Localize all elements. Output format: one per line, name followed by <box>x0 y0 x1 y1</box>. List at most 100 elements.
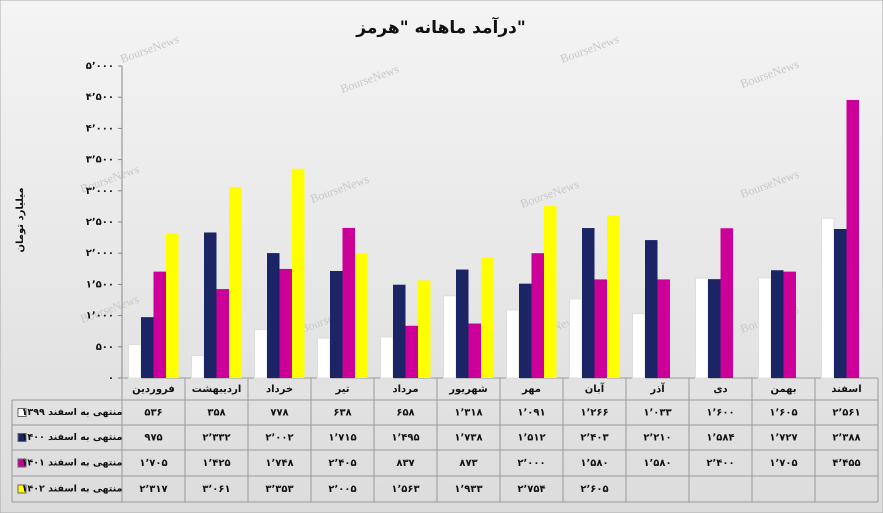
y-tick-label: ۵۰۰ <box>96 342 114 353</box>
bar <box>695 277 709 379</box>
table-value: ۸۳۷ <box>396 458 414 469</box>
table-value: ۳۵۸ <box>207 408 225 419</box>
bar <box>267 253 280 378</box>
bar <box>708 279 721 378</box>
x-tick-label: بهمن <box>770 384 796 395</box>
y-tick-label: ۴٬۵۰۰ <box>86 92 114 103</box>
bar <box>657 279 670 378</box>
bar <box>632 313 646 379</box>
x-tick-label: خرداد <box>266 384 293 395</box>
y-tick-label: ۳٬۰۰۰ <box>86 186 114 197</box>
bar <box>279 268 292 378</box>
bar <box>758 277 772 379</box>
bar <box>204 232 217 378</box>
y-tick-label: ۲٬۰۰۰ <box>86 248 114 259</box>
table-value: ۳٬۳۵۳ <box>265 484 293 495</box>
table-value: ۲٬۴۰۵ <box>328 458 356 469</box>
table-value: ۱٬۵۱۲ <box>517 433 545 444</box>
bar <box>128 344 142 379</box>
y-tick-label: ۵٬۰۰۰ <box>86 61 114 72</box>
bar <box>481 257 494 378</box>
table-value: ۲٬۵۶۱ <box>832 408 860 419</box>
table-value: ۲٬۶۰۵ <box>580 484 608 495</box>
table-value: ۱٬۳۱۸ <box>454 408 482 419</box>
legend-swatch <box>17 408 27 417</box>
bar <box>771 270 784 378</box>
bar <box>292 168 305 378</box>
table-value: ۱٬۰۹۱ <box>517 408 545 419</box>
legend-label: منتهی به اسفند ۱۴۰۲ <box>22 484 123 495</box>
table-value: ۱٬۲۶۶ <box>580 408 608 419</box>
bar <box>330 270 343 378</box>
table-value: ۱٬۰۳۳ <box>643 408 671 419</box>
table-value: ۱٬۵۸۴ <box>706 433 734 444</box>
bar <box>569 298 583 379</box>
chart-title: درآمد ماهانه "هرمز" <box>355 16 525 38</box>
x-tick-label: آذر <box>649 382 665 395</box>
bar <box>456 269 469 378</box>
bar <box>418 280 431 378</box>
table-value: ۱٬۴۹۵ <box>391 433 419 444</box>
legend-swatch <box>17 433 27 442</box>
table-value: ۱٬۷۳۸ <box>454 433 482 444</box>
bar <box>191 355 205 379</box>
table-value: ۶۵۸ <box>396 408 414 419</box>
x-tick-label: مهر <box>521 384 541 395</box>
table-value: ۱٬۶۰۵ <box>769 408 797 419</box>
table-value: ۶۳۸ <box>333 408 351 419</box>
y-tick-label: ۱٬۵۰۰ <box>86 279 114 290</box>
bar <box>468 323 481 378</box>
bar <box>834 228 847 378</box>
bar <box>544 206 557 378</box>
x-tick-label: تیر <box>334 384 349 395</box>
table-value: ۲٬۴۰۳ <box>580 433 608 444</box>
table-value: ۲٬۰۰۰ <box>517 458 545 469</box>
table-value: ۱٬۶۰۰ <box>706 408 734 419</box>
y-tick-label: ۳٬۵۰۰ <box>86 155 114 166</box>
bar <box>229 186 242 378</box>
x-tick-label: آبان <box>585 382 605 395</box>
table-value: ۲٬۳۸۸ <box>832 433 860 444</box>
legend-label: منتهی به اسفند ۱۴۰۰ <box>22 432 123 443</box>
bar <box>342 227 355 378</box>
y-tick-label: ۱٬۰۰۰ <box>86 311 114 322</box>
x-tick-label: شهریور <box>448 384 488 395</box>
table-value: ۸۷۳ <box>459 458 477 469</box>
table-value: ۴٬۴۵۵ <box>832 458 860 469</box>
table-value: ۱٬۴۲۵ <box>202 458 230 469</box>
bar <box>582 228 595 378</box>
table-value: ۲٬۰۰۲ <box>265 433 293 444</box>
bar <box>821 217 835 379</box>
bar <box>443 295 457 379</box>
table-value: ۲٬۰۰۵ <box>328 484 356 495</box>
y-tick-label: ۴٬۰۰۰ <box>86 123 114 134</box>
bar <box>645 240 658 378</box>
y-tick-label: ۰ <box>108 373 114 384</box>
table-value: ۲٬۳۳۲ <box>202 433 230 444</box>
bar <box>216 289 229 378</box>
x-tick-label: دی <box>713 384 727 395</box>
table-value: ۵۳۶ <box>144 408 162 419</box>
bar <box>405 325 418 378</box>
bar <box>506 309 520 379</box>
bar <box>720 228 733 378</box>
legend-swatch <box>17 458 27 468</box>
legend-label: منتهی به اسفند ۱۳۹۹ <box>22 407 123 418</box>
bar <box>317 337 331 379</box>
y-axis-label: میلیارد تومان <box>15 187 26 252</box>
table-value: ۱٬۵۸۰ <box>643 458 671 469</box>
bar <box>846 100 859 379</box>
table-value: ۲٬۲۱۰ <box>643 433 671 444</box>
table-value: ۲٬۳۱۷ <box>139 484 167 495</box>
table-value: ۷۷۸ <box>270 408 288 419</box>
table-value: ۹۷۵ <box>144 433 162 444</box>
bar <box>607 215 620 378</box>
bar <box>355 252 368 378</box>
bar <box>594 279 607 378</box>
bar <box>393 284 406 378</box>
table-value: ۲٬۴۰۰ <box>706 458 734 469</box>
x-tick-label: اردیبهشت <box>192 384 242 395</box>
